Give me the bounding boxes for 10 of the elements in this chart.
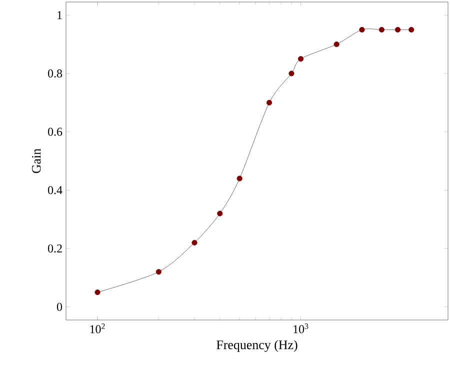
y-tick-label: 0.6: [48, 128, 62, 136]
y-tick-label: 1: [58, 11, 62, 20]
y-tick-label: 0.4: [48, 186, 62, 194]
x-tick-label: 10$^{2}$: [90, 324, 105, 334]
x-axis-title: Frequency (Hz): [216, 340, 298, 352]
x-tick-label: 10$^{3}$: [294, 324, 308, 334]
y-axis-title: Gain: [32, 148, 41, 174]
y-tick-label: 0.8: [48, 69, 62, 78]
y-tick-label: 0.2: [48, 244, 62, 253]
y-tick-label: 0: [56, 302, 62, 311]
